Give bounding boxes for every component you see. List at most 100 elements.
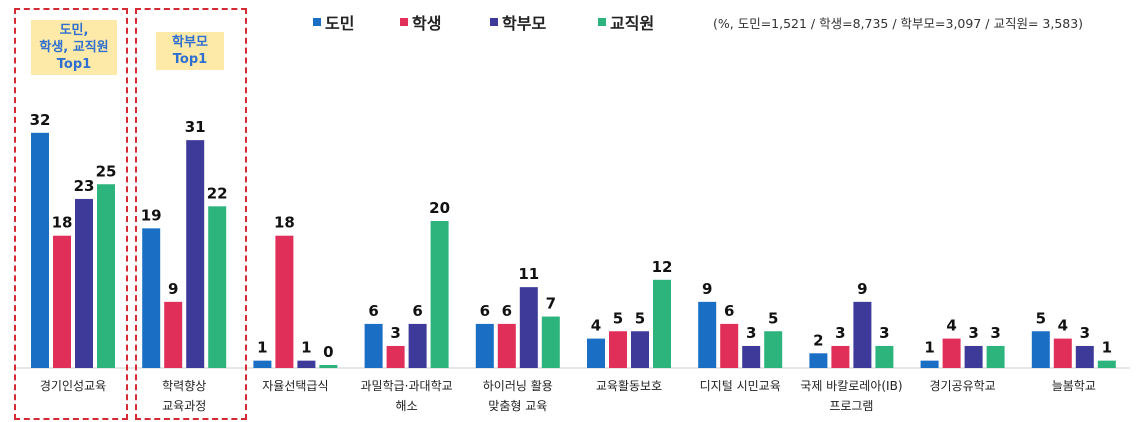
sample-note: (%, 도민=1,521 / 학생=8,735 / 학부모=3,097 / 교직… — [713, 16, 1084, 31]
data-label: 3 — [990, 324, 1000, 342]
category-label: 경기공유학교 — [929, 379, 995, 393]
bar — [609, 331, 627, 368]
bar — [208, 206, 227, 368]
legend-item: 학부모 — [490, 10, 546, 34]
category-label: 프로그램 — [829, 399, 873, 413]
bar — [75, 198, 93, 368]
legend-swatch — [400, 18, 408, 26]
data-label: 9 — [702, 280, 712, 298]
bar — [1031, 331, 1050, 368]
data-label: 3 — [968, 324, 978, 342]
data-label: 9 — [857, 280, 867, 298]
category-label: 과밀학급·과대학교 — [361, 379, 453, 393]
bar — [97, 184, 115, 368]
data-label: 3 — [390, 324, 400, 342]
bar — [319, 365, 338, 368]
data-label: 4 — [946, 317, 956, 335]
data-label: 0 — [323, 343, 333, 361]
legend-label: 교직원 — [610, 14, 655, 33]
bar — [653, 279, 671, 368]
highlight-tag-1: 도민, 학생, 교직원 Top1 — [31, 20, 117, 75]
bar — [253, 360, 272, 368]
data-label: 25 — [96, 162, 117, 180]
bar — [853, 301, 872, 368]
bar — [53, 235, 71, 368]
legend-swatch — [490, 18, 498, 26]
bar — [587, 338, 605, 368]
category-label: 학력향상 — [162, 379, 206, 393]
bar — [831, 345, 850, 368]
bar — [519, 287, 538, 368]
bar — [31, 132, 49, 368]
bar — [430, 221, 449, 368]
legend-item: 도민 — [313, 10, 354, 34]
legend-label: 도민 — [325, 14, 355, 33]
bar — [809, 353, 828, 368]
bar — [142, 228, 161, 368]
legend-item: 학생 — [400, 10, 441, 34]
bar — [875, 345, 894, 368]
bar — [186, 140, 205, 368]
bar — [964, 345, 983, 368]
bar — [164, 301, 183, 368]
bar — [986, 345, 1005, 368]
data-label: 22 — [207, 184, 228, 202]
data-label: 1 — [257, 339, 267, 357]
bar — [631, 331, 649, 368]
data-label: 1 — [1102, 339, 1112, 357]
category-label: 국제 바칼로레아(IB) — [800, 379, 902, 393]
data-label: 20 — [429, 199, 450, 217]
data-label: 5 — [635, 309, 645, 327]
category-label: 경기인성교육 — [40, 379, 106, 393]
data-label: 5 — [1036, 309, 1046, 327]
data-label: 6 — [724, 302, 734, 320]
legend-label: 학생 — [412, 14, 442, 33]
data-label: 6 — [480, 302, 490, 320]
bar — [942, 338, 961, 368]
data-label: 31 — [185, 118, 206, 136]
data-label: 3 — [879, 324, 889, 342]
data-label: 1 — [301, 339, 311, 357]
bar — [1097, 360, 1116, 368]
bar — [764, 331, 783, 368]
data-label: 6 — [412, 302, 422, 320]
bar — [408, 323, 427, 368]
data-label: 11 — [518, 265, 539, 283]
category-label: 해소 — [396, 399, 418, 413]
category-label: 하이러닝 활용 — [483, 379, 553, 393]
bar — [698, 301, 717, 368]
data-label: 6 — [368, 302, 378, 320]
data-label: 5 — [768, 309, 778, 327]
bar — [920, 360, 939, 368]
legend-item: 교직원 — [598, 10, 654, 34]
category-label: 자율선택급식 — [262, 379, 328, 393]
legend-swatch — [598, 18, 606, 26]
category-label: 교육과정 — [162, 399, 206, 413]
data-label: 4 — [1058, 317, 1068, 335]
bar — [297, 360, 316, 368]
bar — [364, 323, 383, 368]
data-label: 12 — [652, 258, 673, 276]
data-label: 6 — [502, 302, 512, 320]
data-label: 18 — [274, 214, 295, 232]
data-label: 4 — [591, 317, 601, 335]
highlight-box-1 — [14, 8, 128, 420]
category-label: 교육활동보호 — [596, 379, 662, 393]
data-label: 3 — [835, 324, 845, 342]
data-label: 23 — [74, 177, 95, 195]
category-label: 늘봄학교 — [1052, 379, 1096, 393]
data-label: 9 — [168, 280, 178, 298]
data-label: 5 — [613, 309, 623, 327]
bar — [386, 345, 405, 368]
bar — [742, 345, 761, 368]
highlight-box-2 — [135, 8, 247, 420]
data-label: 32 — [30, 111, 51, 129]
data-label: 3 — [746, 324, 756, 342]
data-label: 18 — [52, 214, 73, 232]
data-label: 19 — [141, 206, 162, 224]
bar — [497, 323, 516, 368]
bar — [541, 316, 560, 368]
highlight-tag-2: 학부모 Top1 — [156, 32, 224, 70]
